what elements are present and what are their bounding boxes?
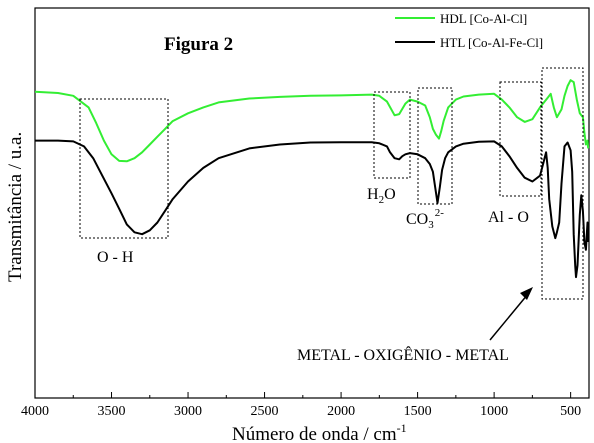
annotation-h2o-main: H bbox=[367, 186, 379, 203]
x-axis-title-main: Número de onda / cm bbox=[232, 424, 397, 443]
y-axis-title: Transmitância / u.a. bbox=[5, 132, 26, 282]
legend: HDL [Co-Al-Cl] HTL [Co-Al-Fe-Cl] bbox=[395, 11, 543, 50]
x-tick-label: 3500 bbox=[98, 404, 126, 419]
annotation-co3: CO32- bbox=[406, 207, 444, 231]
region-box-h2o bbox=[373, 91, 411, 179]
x-tick-label: 1500 bbox=[404, 404, 432, 419]
region-box-oh bbox=[79, 98, 169, 239]
x-axis-ticks: 4000 3500 3000 2500 2000 1500 1000 500 bbox=[21, 392, 581, 419]
legend-label-htl: HTL [Co-Al-Fe-Cl] bbox=[440, 35, 543, 50]
region-boxes bbox=[79, 67, 584, 300]
x-tick-label: 2000 bbox=[327, 404, 355, 419]
annotation-oh: O - H bbox=[97, 249, 134, 266]
annotation-h2o-tail: O bbox=[384, 186, 396, 203]
annotation-mom: METAL - OXIGÊNIO - METAL bbox=[297, 345, 509, 364]
x-axis-title: Número de onda / cm-1 bbox=[232, 421, 407, 443]
x-tick-label: 4000 bbox=[21, 404, 49, 419]
region-box-mom bbox=[541, 67, 584, 300]
annotation-arrow-line bbox=[489, 293, 529, 341]
annotation-co3-sup: 2- bbox=[435, 207, 445, 219]
annotation-h2o: H2O bbox=[367, 186, 396, 206]
annotation-co3-sub: 3 bbox=[428, 219, 434, 231]
figure-label: Figura 2 bbox=[164, 34, 233, 55]
x-tick-label: 500 bbox=[560, 404, 581, 419]
series-line-hdl bbox=[34, 79, 590, 163]
x-axis-title-sup: -1 bbox=[397, 421, 407, 435]
region-box-co3 bbox=[417, 87, 453, 205]
plot-frame bbox=[34, 7, 590, 399]
annotation-alo: Al - O bbox=[488, 209, 529, 226]
x-tick-label: 3000 bbox=[174, 404, 202, 419]
series-line-htl bbox=[35, 139, 590, 279]
annotation-arrow-head bbox=[520, 287, 533, 300]
legend-label-hdl: HDL [Co-Al-Cl] bbox=[440, 11, 527, 26]
x-tick-label: 2500 bbox=[251, 404, 279, 419]
annotation-co3-main: CO bbox=[406, 211, 428, 228]
region-box-alo bbox=[499, 81, 542, 197]
annotation-h2o-sub: 2 bbox=[379, 194, 385, 206]
x-tick-label: 1000 bbox=[480, 404, 508, 419]
